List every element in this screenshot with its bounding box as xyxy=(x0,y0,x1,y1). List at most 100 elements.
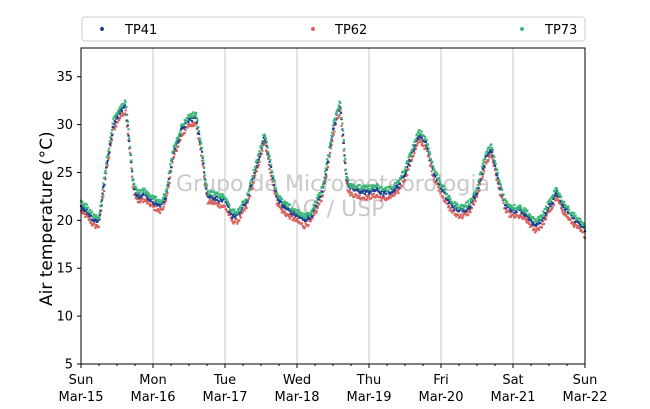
point-tp73 xyxy=(344,157,347,160)
point-tp41 xyxy=(293,212,296,215)
point-tp41 xyxy=(127,134,130,137)
point-tp62 xyxy=(122,114,125,117)
point-tp73 xyxy=(406,161,409,164)
point-tp73 xyxy=(195,111,198,114)
point-tp62 xyxy=(162,205,165,208)
point-tp41 xyxy=(481,168,484,171)
point-tp41 xyxy=(578,221,581,225)
point-tp41 xyxy=(504,207,507,210)
point-tp73 xyxy=(249,182,252,185)
point-tp73 xyxy=(179,130,182,133)
point-tp62 xyxy=(131,175,134,178)
point-tp73 xyxy=(314,200,317,203)
point-tp73 xyxy=(138,188,141,192)
point-tp41 xyxy=(536,223,539,226)
point-tp62 xyxy=(288,217,291,220)
point-tp73 xyxy=(447,194,450,197)
point-tp62 xyxy=(192,123,195,126)
point-tp62 xyxy=(182,133,185,136)
point-tp73 xyxy=(362,184,366,187)
point-tp73 xyxy=(436,173,439,176)
point-tp73 xyxy=(532,216,535,219)
point-tp62 xyxy=(178,140,181,143)
point-tp73 xyxy=(367,187,370,191)
point-tp73 xyxy=(407,156,410,159)
point-tp62 xyxy=(565,213,568,216)
point-tp73 xyxy=(573,211,576,215)
point-tp73 xyxy=(321,183,324,186)
point-tp73 xyxy=(285,203,288,206)
legend-label-tp41: TP41 xyxy=(124,23,157,38)
point-tp41 xyxy=(406,166,409,169)
point-tp73 xyxy=(263,133,266,136)
point-tp73 xyxy=(180,124,183,127)
point-tp62 xyxy=(578,228,582,231)
point-tp62 xyxy=(255,170,258,173)
point-tp73 xyxy=(498,179,501,182)
point-tp73 xyxy=(428,150,431,154)
point-tp73 xyxy=(340,116,343,120)
point-tp62 xyxy=(307,224,310,227)
point-tp73 xyxy=(283,202,286,205)
point-tp73 xyxy=(474,190,477,193)
point-tp62 xyxy=(439,191,443,194)
point-tp62 xyxy=(262,144,265,147)
point-tp62 xyxy=(329,147,332,150)
point-tp41 xyxy=(259,152,262,155)
point-tp62 xyxy=(476,191,479,194)
point-tp73 xyxy=(431,160,434,163)
point-tp73 xyxy=(85,203,88,206)
point-tp73 xyxy=(124,101,127,104)
point-tp73 xyxy=(293,208,296,211)
point-tp73 xyxy=(342,129,345,132)
point-tp62 xyxy=(141,200,144,204)
point-tp41 xyxy=(167,177,170,180)
point-tp41 xyxy=(120,108,123,111)
point-tp41 xyxy=(277,201,281,204)
point-tp73 xyxy=(189,113,192,116)
point-tp41 xyxy=(574,220,577,224)
point-tp73 xyxy=(92,215,95,218)
point-tp62 xyxy=(461,217,464,220)
point-tp62 xyxy=(270,177,273,181)
point-tp73 xyxy=(462,204,465,207)
point-tp62 xyxy=(528,223,531,226)
point-tp62 xyxy=(547,209,551,212)
point-tp73 xyxy=(370,188,373,191)
point-tp62 xyxy=(432,177,435,180)
point-tp73 xyxy=(475,188,479,191)
point-tp41 xyxy=(234,216,237,219)
point-tp73 xyxy=(298,214,301,217)
point-tp41 xyxy=(188,118,191,121)
point-tp73 xyxy=(107,150,110,153)
point-tp62 xyxy=(267,163,270,167)
point-tp73 xyxy=(170,157,173,161)
point-tp73 xyxy=(236,212,239,216)
point-tp62 xyxy=(320,200,323,203)
point-tp62 xyxy=(397,191,400,195)
y-tick-label-15: 15 xyxy=(56,262,73,277)
point-tp41 xyxy=(205,187,208,190)
point-tp73 xyxy=(450,201,453,204)
point-tp41 xyxy=(468,207,471,210)
point-tp62 xyxy=(482,172,485,175)
point-tp62 xyxy=(322,190,325,193)
point-tp73 xyxy=(347,178,350,181)
point-tp73 xyxy=(453,201,456,204)
point-tp62 xyxy=(403,180,406,183)
point-tp62 xyxy=(123,112,126,115)
point-tp62 xyxy=(338,114,341,117)
point-tp41 xyxy=(466,208,469,211)
point-tp62 xyxy=(462,214,465,217)
point-tp62 xyxy=(540,226,543,229)
point-tp73 xyxy=(339,101,342,104)
point-tp41 xyxy=(371,187,374,190)
point-tp73 xyxy=(527,214,530,217)
point-tp73 xyxy=(467,199,470,202)
point-tp62 xyxy=(101,197,104,200)
point-tp73 xyxy=(262,134,265,137)
point-tp41 xyxy=(408,160,412,163)
point-tp73 xyxy=(324,170,327,173)
point-tp41 xyxy=(292,213,295,216)
point-tp41 xyxy=(226,204,229,207)
